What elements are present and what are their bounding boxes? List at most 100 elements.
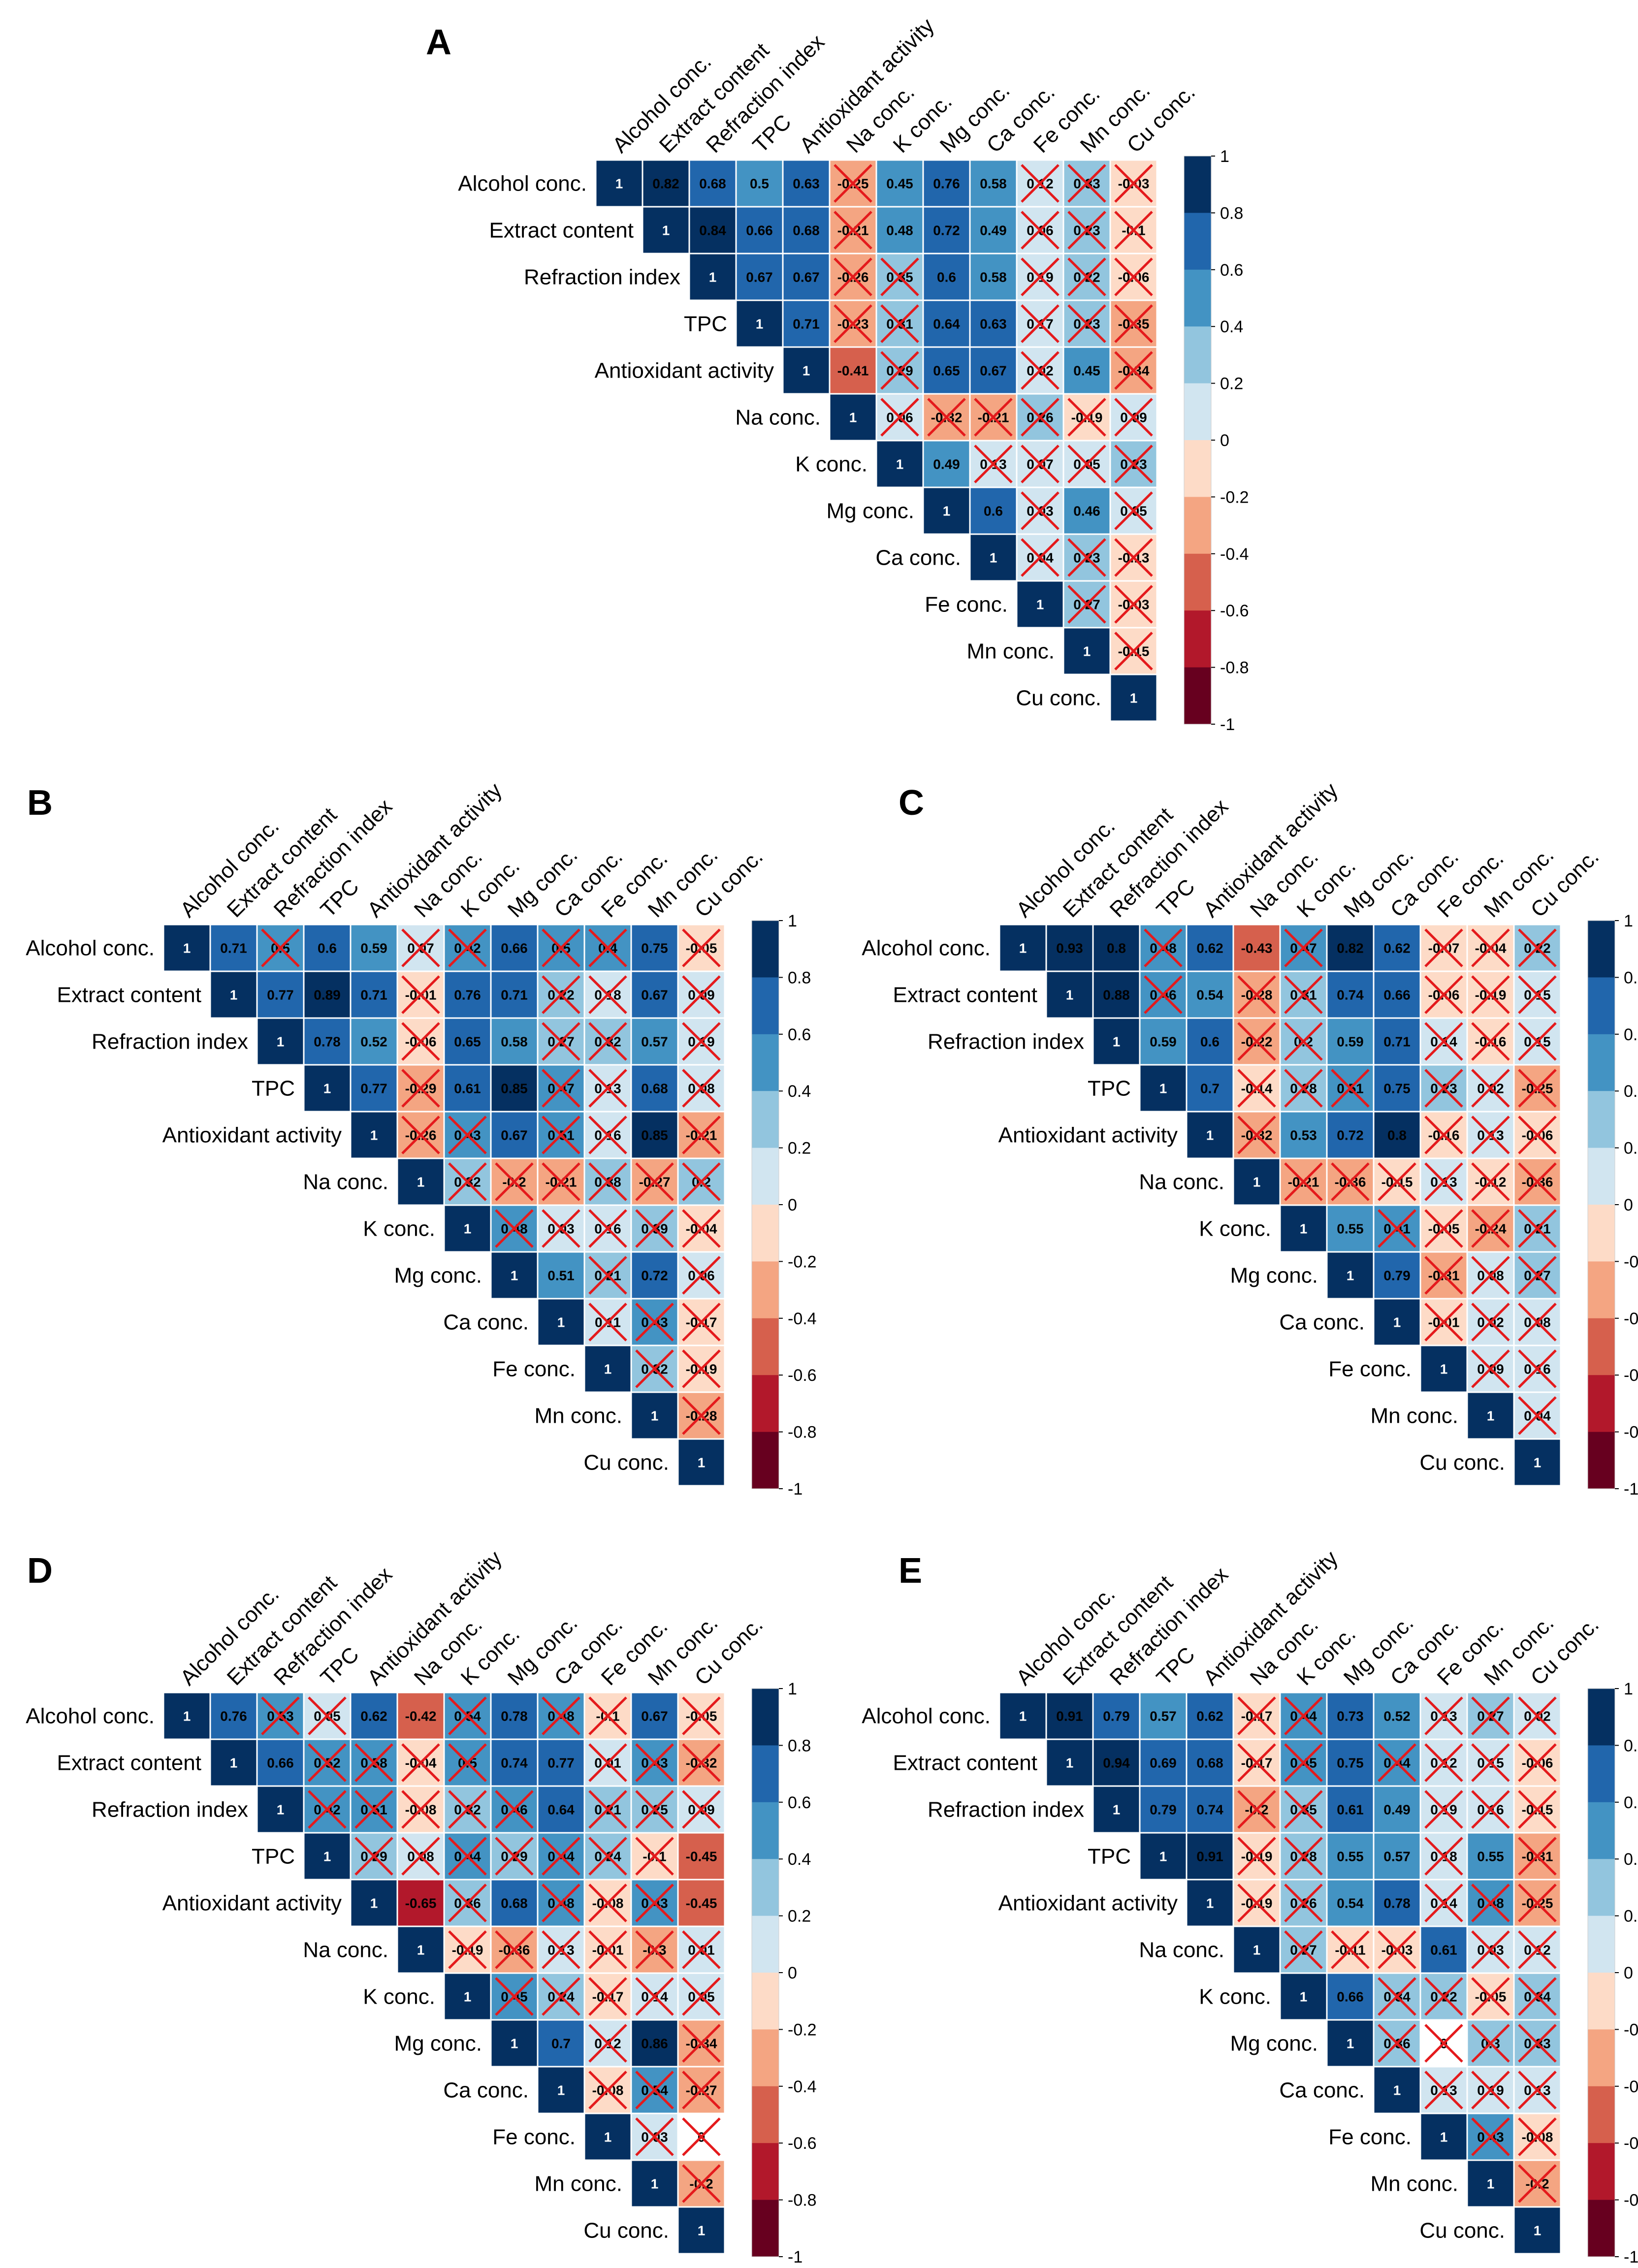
cell-value: 0.89 — [314, 988, 341, 1003]
non-significant-cross — [1518, 1349, 1557, 1388]
cell-value: 0.51 — [547, 1268, 575, 1283]
non-significant-cross — [1114, 398, 1153, 437]
cell-value: 0.88 — [1103, 988, 1130, 1003]
non-significant-cross — [588, 1256, 627, 1295]
cell-value: 1 — [370, 1128, 378, 1143]
non-significant-cross — [1424, 2024, 1463, 2063]
colorbar-segment — [752, 1375, 779, 1433]
non-significant-cross — [682, 1209, 721, 1248]
non-significant-cross — [1471, 1977, 1510, 2016]
panel-title: D — [27, 1551, 53, 1591]
non-significant-cross — [682, 1022, 721, 1061]
non-significant-cross — [682, 1162, 721, 1201]
heatmap-cell — [998, 924, 1047, 972]
non-significant-cross — [1144, 975, 1183, 1014]
non-significant-cross — [635, 1790, 674, 1829]
heatmap-cell — [1062, 346, 1111, 395]
colorbar-tick-label: 0.4 — [1624, 1082, 1638, 1101]
cell-value: 0.59 — [1150, 1034, 1177, 1050]
colorbar-tick-label: 0.8 — [1220, 204, 1243, 223]
cell-value: 0.63 — [980, 317, 1007, 332]
cell-value: 1 — [464, 1221, 472, 1237]
colorbar-tick-label: -1 — [788, 1480, 803, 1499]
cell-value: 1 — [1393, 1315, 1401, 1330]
non-significant-cross — [1021, 351, 1060, 390]
colorbar-segment — [752, 1973, 779, 2030]
colorbar-tick-label: 0.6 — [1624, 1793, 1638, 1812]
non-significant-cross — [1424, 1256, 1463, 1295]
cell-value: 0.6 — [937, 270, 956, 285]
colorbar-segment — [1588, 2086, 1615, 2143]
heatmap-cell — [537, 1738, 585, 1787]
non-significant-cross — [1378, 1162, 1416, 1201]
colorbar-segment — [1588, 1916, 1615, 1973]
non-significant-cross — [682, 1790, 721, 1829]
colorbar-segment — [752, 1916, 779, 1973]
cell-value: 0.58 — [980, 176, 1007, 192]
cell-value: 0.66 — [501, 941, 528, 956]
non-significant-cross — [1518, 1884, 1557, 1922]
row-label-ca-conc: Ca conc. — [443, 1310, 529, 1335]
non-significant-cross — [1114, 257, 1153, 296]
colorbar-tick-label: -0.4 — [1624, 2077, 1638, 2096]
row-label-tpc: TPC — [1088, 1845, 1131, 1869]
cell-value: 0.49 — [933, 457, 960, 472]
colorbar-tick-label: -1 — [1220, 715, 1235, 734]
cell-value: 0.58 — [501, 1034, 528, 1050]
non-significant-cross — [1021, 257, 1060, 296]
non-significant-cross — [1284, 1837, 1323, 1876]
cell-value: 1 — [323, 1081, 331, 1096]
row-label-k-conc: K conc. — [1199, 1217, 1271, 1241]
heatmap-cell — [875, 206, 924, 255]
cell-value: 0.82 — [652, 176, 679, 192]
non-significant-cross — [401, 928, 440, 967]
colorbar-segment — [752, 1091, 779, 1149]
non-significant-cross — [1424, 1116, 1463, 1154]
heatmap-cell — [1373, 1692, 1421, 1740]
heatmap-cell — [490, 1692, 539, 1740]
heatmap-cell — [922, 159, 971, 208]
cell-value: 0.62 — [360, 1709, 387, 1724]
heatmap-cell — [677, 1832, 726, 1881]
non-significant-cross — [1424, 1790, 1463, 1829]
heatmap-cell — [537, 2066, 585, 2114]
heatmap-cell — [1139, 1692, 1188, 1740]
colorbar-segment — [1588, 1091, 1615, 1149]
heatmap-cell — [583, 1344, 632, 1393]
heatmap-cell — [537, 1251, 585, 1300]
non-significant-cross — [834, 164, 872, 203]
non-significant-cross — [880, 351, 919, 390]
heatmap-cell — [688, 159, 737, 208]
non-significant-cross — [401, 1790, 440, 1829]
colorbar-segment — [752, 1689, 779, 1746]
heatmap-cell — [677, 2206, 726, 2255]
cell-value: 0.91 — [1196, 1849, 1223, 1864]
cell-value: 0.59 — [1337, 1034, 1364, 1050]
heatmap-cell — [1513, 2206, 1562, 2255]
cell-value: 1 — [803, 363, 810, 379]
row-label-mg-conc: Mg conc. — [826, 499, 914, 523]
colorbar-segment — [1588, 1148, 1615, 1205]
non-significant-cross — [1518, 1977, 1557, 2016]
colorbar-segment — [752, 1432, 779, 1489]
heatmap-cell — [595, 159, 643, 208]
cell-value: 0.46 — [1073, 504, 1100, 519]
colorbar-tick-label: 0.2 — [1624, 1139, 1638, 1158]
heatmap-cell — [1092, 1017, 1141, 1066]
cell-value: 0.61 — [454, 1081, 481, 1096]
non-significant-cross — [1067, 211, 1106, 250]
non-significant-cross — [1424, 1162, 1463, 1201]
row-label-k-conc: K conc. — [363, 1985, 435, 2009]
colorbar-segment — [752, 1802, 779, 1859]
colorbar-tick-label: -0.4 — [788, 1310, 817, 1328]
non-significant-cross — [1284, 1162, 1323, 1201]
cell-value: 0.45 — [1073, 363, 1100, 379]
heatmap-cell — [350, 1879, 398, 1927]
colorbar-segment — [752, 1318, 779, 1375]
cell-value: 0.71 — [1383, 1034, 1411, 1050]
non-significant-cross — [354, 1837, 393, 1876]
non-significant-cross — [1284, 1069, 1323, 1108]
non-significant-cross — [261, 1696, 300, 1735]
cell-value: 1 — [1534, 2223, 1542, 2238]
cell-value: 0.72 — [933, 223, 960, 238]
